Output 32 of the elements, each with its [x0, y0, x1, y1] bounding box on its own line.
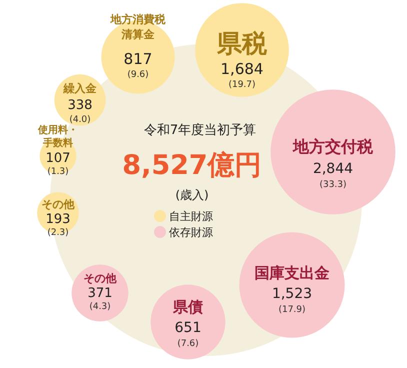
category-label: その他 [84, 272, 118, 285]
legend-label: 自主財源 [169, 210, 213, 223]
data-label: 107 [46, 151, 70, 166]
data-label: 1,684 [220, 60, 264, 78]
text: (33.3) [319, 180, 347, 190]
text: (7.6) [177, 339, 199, 349]
text: 令和7年度当初予算 [144, 122, 256, 138]
category-label: 地方交付税 [292, 137, 374, 156]
category-label: 使用料・手数料 [37, 124, 78, 149]
category-label: 国庫支出金 [254, 264, 330, 282]
data-label: 193 [46, 212, 70, 227]
data-label: 651 [174, 320, 202, 336]
text: (4.3) [89, 302, 111, 312]
category-label: 県債 [172, 298, 203, 316]
data-label: 371 [88, 286, 112, 301]
text: 8,527億円 [122, 150, 262, 181]
data-label: 1,523 [272, 286, 312, 302]
data-label: 2,844 [312, 161, 354, 177]
text: (19.7) [228, 80, 256, 90]
text: (17.9) [278, 305, 306, 315]
text: (2.3) [47, 228, 69, 238]
data-label: 817 [124, 50, 152, 68]
category-label: その他 [42, 198, 76, 211]
text: (歳入) [175, 188, 209, 202]
text: (4.0) [69, 115, 91, 125]
text: (9.6) [127, 70, 149, 80]
category-label: 県税 [216, 29, 268, 58]
data-label: 338 [68, 98, 92, 113]
legend-label: 依存財源 [169, 226, 213, 239]
category-label: 繰入金 [62, 82, 98, 95]
category-label: 地方消費税清算金 [110, 13, 166, 41]
text: (1.3) [47, 167, 69, 177]
